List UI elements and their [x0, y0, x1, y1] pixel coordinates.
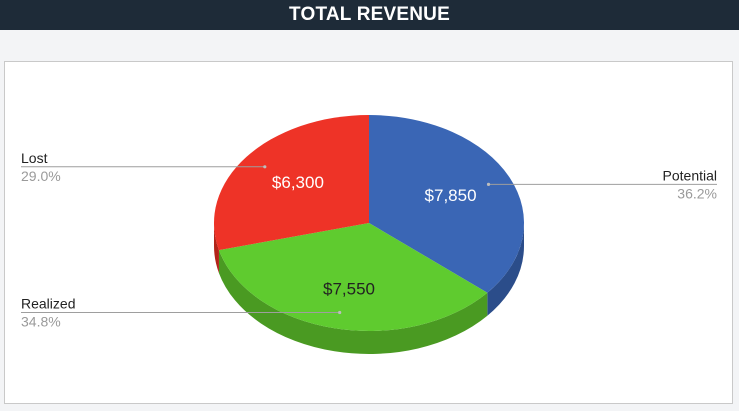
- pie-outside-labels: Potential 36.2% Realized 34.8% Lost 29.0%: [21, 150, 717, 330]
- pie-value-labels: $7,850 $7,550 $6,300: [272, 173, 477, 298]
- revenue-pie-chart: $7,850 $7,550 $6,300 Potential 36.2% Realize…: [21, 115, 717, 355]
- leader-dot: [486, 182, 491, 186]
- chart-panel: $7,850 $7,550 $6,300 Potential 36.2% Realize…: [4, 61, 733, 404]
- legend-percent-realized: 34.8%: [21, 313, 61, 329]
- legend-percent-lost: 29.0%: [21, 168, 61, 184]
- pie-3d-sides: [214, 223, 524, 355]
- legend-percent-potential: 36.2%: [677, 185, 717, 201]
- pie-slices: [214, 115, 524, 332]
- slice-side-lost: [214, 223, 219, 274]
- legend-label-potential: Potential: [663, 167, 717, 183]
- pie-leader-lines: [21, 165, 717, 315]
- slice-value-label: $7,550: [323, 279, 375, 298]
- slice-side-realized: [218, 250, 488, 355]
- slice-value-label: $7,850: [425, 186, 477, 205]
- legend-label-lost: Lost: [21, 150, 48, 166]
- slice-potential[interactable]: [369, 115, 524, 293]
- slice-lost[interactable]: [214, 115, 369, 251]
- slice-value-label: $6,300: [272, 173, 324, 192]
- slice-realized[interactable]: [218, 223, 488, 332]
- leader-dot: [263, 165, 267, 169]
- page-title: TOTAL REVENUE: [0, 0, 739, 30]
- slice-side-potential: [487, 223, 524, 316]
- leader-dot: [338, 310, 342, 315]
- legend-label-realized: Realized: [21, 295, 75, 311]
